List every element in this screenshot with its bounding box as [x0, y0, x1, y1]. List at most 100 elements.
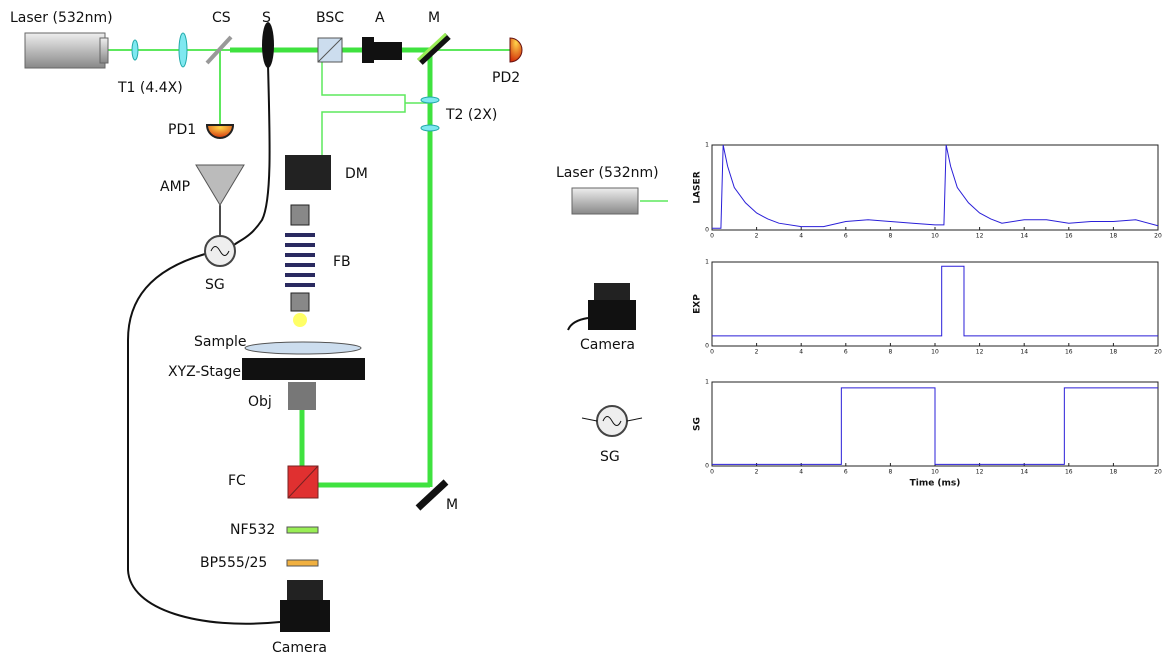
label: T2 (2X) [445, 107, 497, 123]
x-tick-label: 0 [710, 349, 714, 356]
plot-frame [712, 145, 1158, 230]
x-tick-label: 16 [1065, 233, 1073, 240]
label: Camera [580, 337, 635, 353]
label: DM [345, 166, 368, 182]
thin-beam [322, 62, 405, 155]
x-tick-label: 14 [1020, 469, 1028, 476]
label: NF532 [230, 522, 275, 538]
bandpass-filter [287, 560, 318, 566]
photodiode [510, 38, 522, 62]
sample [245, 342, 361, 354]
x-tick-label: 20 [1154, 233, 1162, 240]
label: A [375, 10, 385, 26]
plot-frame [712, 262, 1158, 346]
y-tick-label: 1 [705, 142, 709, 149]
label: SG [600, 449, 620, 465]
x-tick-label: 8 [888, 349, 892, 356]
figure: Laser (532nm) T1 (4.4X) CS S BSC A M PD2… [0, 0, 1163, 659]
label: BP555/25 [200, 555, 267, 571]
y-tick-label: 0 [705, 343, 709, 350]
label: Camera [272, 640, 327, 656]
label: Sample [194, 334, 247, 350]
x-tick-label: 10 [931, 469, 939, 476]
x-tick-label: 14 [1020, 349, 1028, 356]
cable [568, 318, 588, 330]
x-tick-label: 16 [1065, 349, 1073, 356]
label: AMP [160, 179, 190, 195]
wire [582, 418, 597, 421]
x-tick-label: 12 [976, 233, 984, 240]
laser [572, 188, 638, 214]
label: CS [212, 10, 231, 26]
setup-diagram: Laser (532nm) T1 (4.4X) CS S BSC A M PD2… [10, 10, 522, 656]
photodiode [207, 125, 233, 138]
label: Laser (532nm) [556, 165, 659, 181]
x-tick-label: 10 [931, 349, 939, 356]
y-tick-label: 0 [705, 463, 709, 470]
x-tick-label: 16 [1065, 469, 1073, 476]
label: FC [228, 473, 246, 489]
fiber-tip [293, 313, 307, 327]
y-tick-label: 1 [705, 259, 709, 266]
x-axis-label: Time (ms) [910, 479, 961, 489]
x-tick-label: 10 [931, 233, 939, 240]
y-axis-label: SG [693, 417, 703, 431]
wire [627, 418, 642, 421]
x-tick-label: 2 [755, 233, 759, 240]
label: S [262, 10, 271, 26]
shutter [262, 22, 274, 68]
x-tick-label: 2 [755, 469, 759, 476]
x-tick-label: 18 [1110, 349, 1118, 356]
y-tick-label: 0 [705, 227, 709, 234]
x-tick-label: 14 [1020, 233, 1028, 240]
label: M [446, 497, 458, 513]
camera [287, 580, 323, 600]
laser-nose [100, 38, 108, 63]
fiber-connector [291, 293, 309, 311]
x-tick-label: 6 [844, 469, 848, 476]
stage [242, 358, 365, 380]
fiber-connector [291, 205, 309, 225]
camera [594, 283, 630, 301]
laser [25, 33, 105, 68]
x-tick-label: 20 [1154, 349, 1162, 356]
y-tick-label: 1 [705, 379, 709, 386]
lens [179, 33, 187, 67]
label: SG [205, 277, 225, 293]
label: M [428, 10, 440, 26]
cable [234, 65, 270, 245]
y-axis-label: LASER [693, 171, 703, 203]
x-tick-label: 18 [1110, 469, 1118, 476]
fiber-bundle [285, 235, 315, 285]
dichroic-mirror [285, 155, 331, 190]
x-tick-label: 2 [755, 349, 759, 356]
attenuator [372, 42, 402, 60]
label: FB [333, 254, 351, 270]
x-tick-label: 0 [710, 233, 714, 240]
amplifier [196, 165, 244, 205]
label: BSC [316, 10, 344, 26]
lens [421, 125, 439, 131]
x-tick-label: 0 [710, 469, 714, 476]
x-tick-label: 4 [799, 233, 803, 240]
label: T1 (4.4X) [117, 80, 183, 96]
x-tick-label: 4 [799, 349, 803, 356]
label: XYZ-Stage [168, 364, 241, 380]
lens [421, 97, 439, 103]
x-tick-label: 6 [844, 349, 848, 356]
x-tick-label: 18 [1110, 233, 1118, 240]
x-tick-label: 12 [976, 349, 984, 356]
objective [288, 382, 316, 410]
label: Obj [248, 394, 272, 410]
x-tick-label: 12 [976, 469, 984, 476]
inset-icons: Laser (532nm) Camera SG [556, 165, 668, 465]
x-tick-label: 20 [1154, 469, 1162, 476]
x-tick-label: 4 [799, 469, 803, 476]
notch-filter [287, 527, 318, 533]
label: PD1 [168, 122, 196, 138]
x-tick-label: 8 [888, 233, 892, 240]
x-tick-label: 8 [888, 469, 892, 476]
label: PD2 [492, 70, 520, 86]
lens [132, 40, 138, 60]
label: Laser (532nm) [10, 10, 113, 26]
